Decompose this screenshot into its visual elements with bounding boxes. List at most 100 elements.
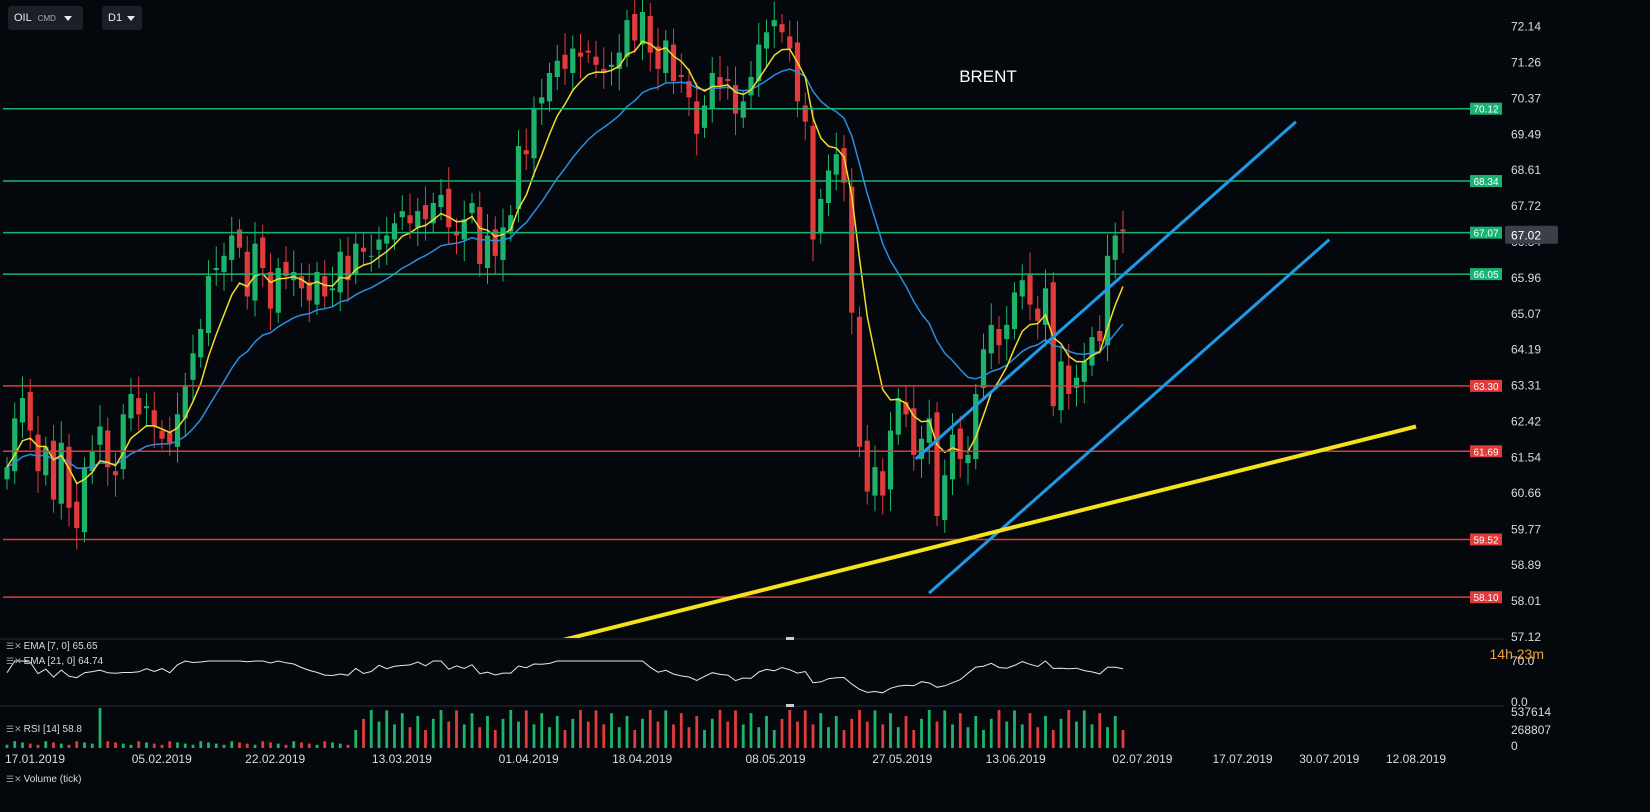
indicator-settings-icon[interactable]: ☰✕ — [6, 774, 22, 784]
volume-bar — [269, 742, 272, 748]
candle-body — [376, 239, 382, 250]
candle-body — [182, 385, 188, 419]
candle-body — [1081, 361, 1087, 382]
volume-bar — [1113, 716, 1117, 748]
candle-body — [686, 81, 692, 98]
level-tag-label: 58.10 — [1473, 593, 1498, 604]
panel-resize-handle — [786, 704, 794, 707]
candle-body — [515, 146, 522, 210]
candle-body — [663, 40, 669, 73]
volume-bar — [912, 730, 916, 748]
volume-bar — [261, 741, 265, 748]
candle-body — [942, 475, 948, 520]
volume-bar — [114, 742, 117, 748]
level-tag-label: 70.12 — [1473, 105, 1498, 116]
level-tag — [1470, 445, 1502, 458]
candle-body — [771, 20, 777, 27]
candle-body — [422, 205, 429, 220]
volume-bar — [400, 713, 404, 748]
candle-body — [229, 235, 235, 260]
volume-bar — [486, 716, 489, 748]
volume-bar — [509, 710, 513, 748]
volume-bar — [1082, 710, 1086, 748]
candle-body — [12, 418, 18, 472]
candle-body — [89, 450, 95, 472]
date-axis-label: 27.05.2019 — [872, 752, 932, 766]
volume-bar — [1067, 710, 1071, 748]
volume-bar — [672, 724, 675, 748]
volume-bar — [594, 710, 598, 748]
volume-bar — [160, 744, 164, 748]
volume-bar — [858, 710, 861, 748]
symbol-label: OIL — [14, 12, 32, 24]
candle-body — [911, 408, 917, 455]
volume-bar — [532, 724, 536, 748]
candle-body — [872, 467, 878, 496]
level-tag-label: 66.05 — [1473, 270, 1498, 281]
candle-body — [709, 72, 715, 110]
candle-body — [508, 215, 514, 232]
volume-bar — [563, 730, 567, 748]
price-axis-label: 64.19 — [1511, 343, 1541, 357]
symbol-selector[interactable]: OIL CMD — [8, 6, 83, 30]
candle-body — [477, 207, 483, 264]
level-tag-label: 59.52 — [1473, 535, 1498, 546]
candle-body — [368, 255, 374, 257]
candle-body — [926, 418, 932, 443]
timeframe-selector[interactable]: D1 — [102, 6, 142, 30]
volume-bar — [98, 708, 102, 748]
volume-bar — [1005, 721, 1009, 748]
volume-bar — [5, 744, 9, 748]
candle-body — [1050, 282, 1056, 407]
price-axis-label: 62.42 — [1511, 415, 1541, 429]
level-tag — [1470, 379, 1502, 392]
candle-body — [577, 52, 584, 57]
candle-body — [260, 237, 266, 269]
candle-body — [949, 434, 956, 480]
price-axis-label: 59.77 — [1511, 522, 1541, 536]
volume-bar — [865, 721, 869, 748]
volume-bar — [749, 713, 753, 748]
volume-bar — [1098, 713, 1102, 748]
candle-body — [616, 52, 622, 69]
candle-body — [136, 398, 142, 415]
candle-body — [275, 268, 281, 313]
volume-bar — [385, 710, 389, 748]
candle-body — [97, 426, 103, 445]
candle-body — [988, 324, 994, 354]
volume-bar — [617, 727, 621, 748]
candle-body — [849, 186, 855, 313]
date-axis-label: 17.01.2019 — [5, 752, 65, 766]
level-tag — [1470, 268, 1502, 281]
indicator-settings-icon[interactable]: ☰✕ — [6, 724, 22, 734]
volume-bar — [765, 716, 768, 748]
volume-bar — [338, 743, 342, 748]
candle-body — [105, 430, 111, 468]
volume-bar — [811, 724, 815, 748]
volume-bar — [648, 710, 652, 748]
volume-axis-label: 268807 — [1511, 723, 1551, 737]
candle-body — [624, 20, 630, 57]
candle-body — [918, 438, 925, 460]
candle-body — [314, 272, 320, 305]
candle-body — [802, 105, 808, 122]
volume-bar — [28, 743, 32, 748]
level-tag — [1470, 175, 1502, 188]
candle-body — [841, 148, 847, 183]
volume-bar — [129, 744, 133, 748]
volume-bar — [943, 710, 947, 748]
date-axis-label: 18.04.2019 — [612, 752, 672, 766]
volume-bar — [889, 713, 892, 748]
volume-bar — [997, 710, 1001, 748]
volume-bar — [610, 713, 613, 748]
indicator-settings-icon[interactable]: ☰✕ — [6, 656, 22, 666]
indicator-settings-icon[interactable]: ☰✕ — [6, 641, 22, 651]
date-axis-label: 22.02.2019 — [245, 752, 305, 766]
candle-body — [492, 229, 498, 256]
candle-body — [1089, 337, 1095, 366]
volume-axis-label: 0 — [1511, 739, 1518, 753]
rsi-legend: ☰✕ RSI [14] 58.8 — [6, 724, 82, 735]
volume-bar — [1036, 727, 1040, 748]
volume-bar — [331, 742, 334, 748]
